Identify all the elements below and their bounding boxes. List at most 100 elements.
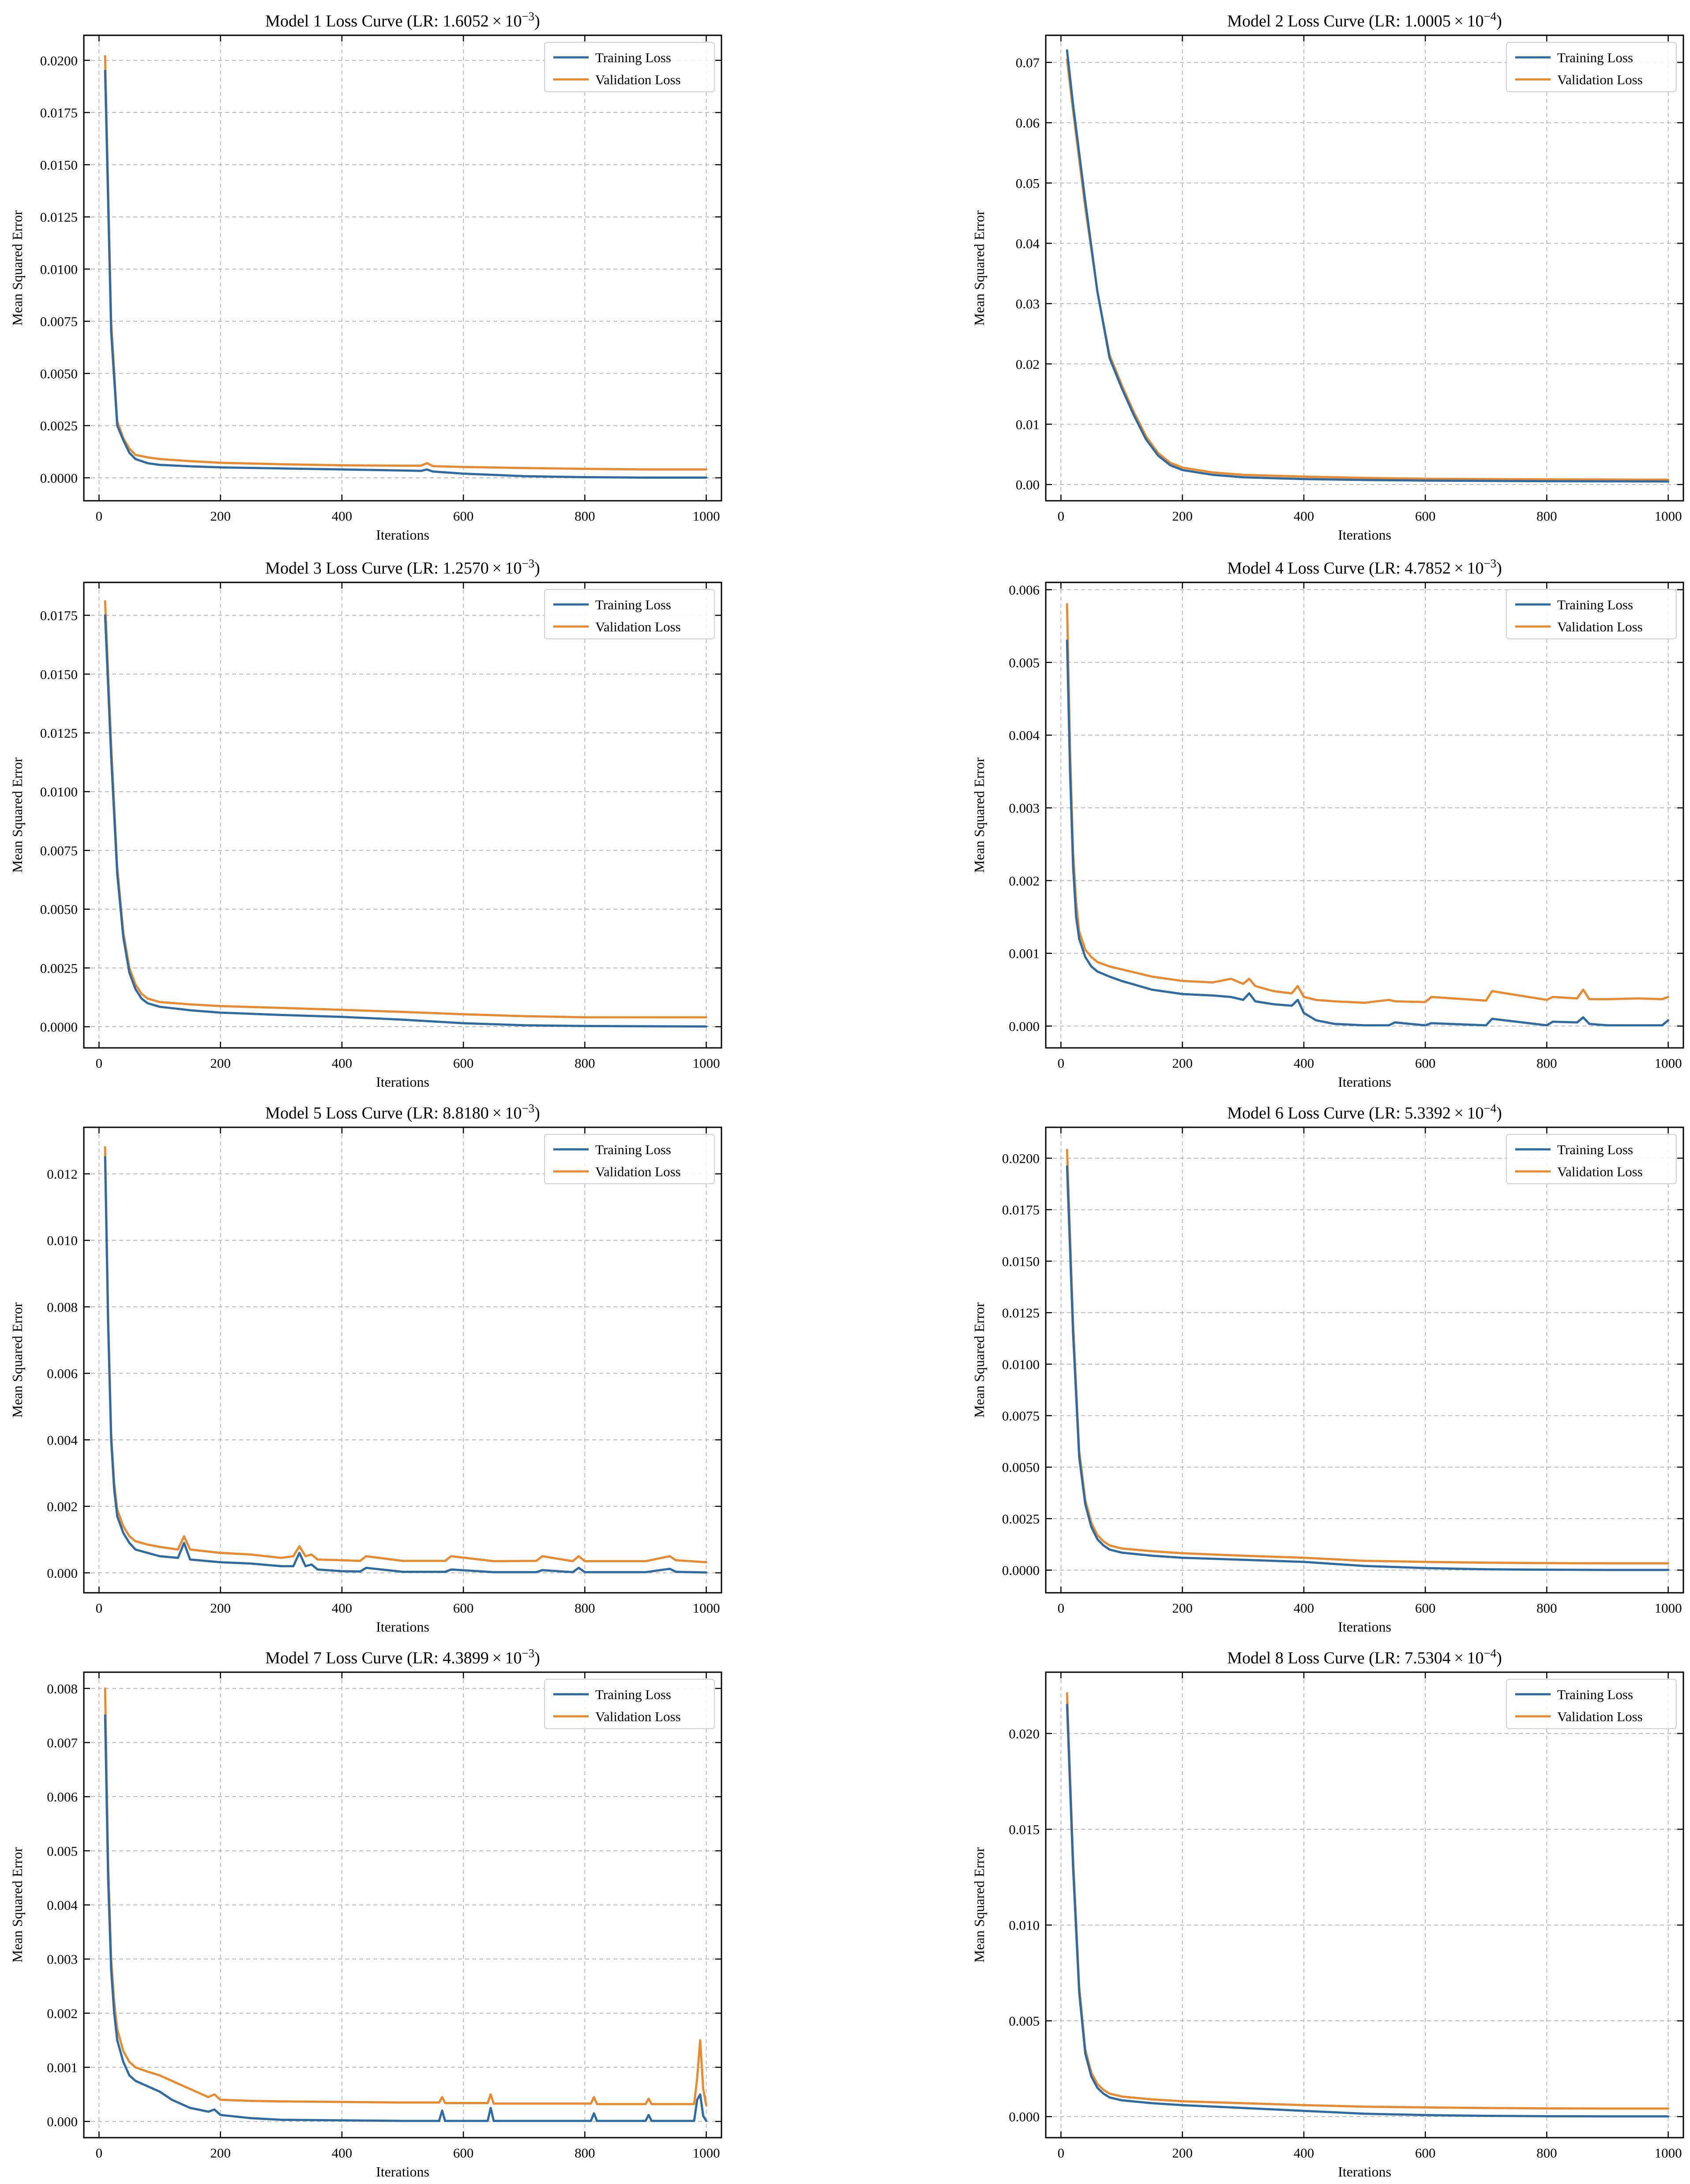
legend-entry-label: Validation Loss	[1557, 619, 1643, 634]
y-tick-label: 0.0075	[1002, 1408, 1040, 1424]
y-tick-label: 0.001	[47, 2060, 78, 2075]
y-tick-label: 0.000	[47, 1565, 78, 1581]
y-tick-label: 0.0150	[40, 157, 78, 173]
legend: Training Loss Validation Loss	[544, 42, 715, 92]
series-line-validation-loss	[1066, 603, 1670, 1004]
x-tick-label: 600	[1415, 2145, 1436, 2161]
y-tick-label: 0.006	[1009, 582, 1040, 597]
legend: Training Loss Validation Loss	[1506, 42, 1677, 92]
x-tick-label: 600	[453, 2145, 474, 2161]
x-tick-label: 200	[210, 1055, 231, 1071]
legend: Training Loss Validation Loss	[544, 589, 715, 639]
y-tick-label: 0.0025	[1002, 1511, 1040, 1527]
x-axis-label: Iterations	[1338, 527, 1391, 543]
x-tick-label: 0	[1058, 1055, 1065, 1071]
x-tick-label: 1000	[693, 508, 720, 524]
x-tick-label: 400	[1294, 508, 1314, 524]
y-tick-label: 0.000	[47, 2114, 78, 2129]
y-tick-label: 0.0000	[40, 470, 78, 486]
legend-entry-label: Training Loss	[595, 1142, 671, 1157]
x-tick-label: 200	[1172, 508, 1193, 524]
series-line-validation-loss	[104, 55, 708, 471]
y-tick-label: 0.005	[1009, 655, 1040, 670]
plot-frame	[1045, 34, 1684, 502]
y-tick-label: 0.0100	[1002, 1357, 1040, 1372]
y-tick-label: 0.003	[1009, 800, 1040, 816]
series-line-training-loss	[104, 69, 708, 479]
y-axis-label: Mean Squared Error	[971, 1302, 987, 1418]
series-line-validation-loss	[104, 1146, 708, 1564]
y-tick-label: 0.004	[1009, 728, 1040, 743]
y-tick-label: 0.0200	[40, 53, 78, 68]
x-tick-label: 800	[575, 1055, 595, 1071]
chart-panel-2: 0 200 400 600 800 1000 0.00 0.01 0.02 0.03 0.04 0.0…	[971, 10, 1684, 543]
y-axis-label: Mean Squared Error	[9, 758, 25, 873]
y-axis-label: Mean Squared Error	[971, 758, 987, 873]
y-tick-label: 0.000	[1009, 2109, 1040, 2124]
x-axis-label: Iterations	[376, 1619, 429, 1635]
y-tick-label: 0.0000	[40, 1019, 78, 1035]
x-axis-label: Iterations	[1338, 2164, 1391, 2180]
legend: Training Loss Validation Loss	[1506, 589, 1677, 639]
y-tick-label: 0.003	[47, 1951, 78, 1967]
series-line-validation-loss	[1066, 1692, 1670, 2110]
y-tick-label: 0.006	[47, 1789, 78, 1805]
chart-title: Model 4 Loss Curve (LR: 4.7852 × 10−3)	[1227, 557, 1502, 578]
x-tick-label: 0	[96, 1600, 103, 1616]
series-line-training-loss	[104, 1714, 708, 2122]
y-tick-label: 0.0050	[40, 902, 78, 917]
chart-title: Model 5 Loss Curve (LR: 8.8180 × 10−3)	[265, 1102, 540, 1122]
x-tick-label: 1000	[1655, 1600, 1682, 1616]
x-tick-label: 0	[1058, 2145, 1065, 2161]
x-tick-label: 400	[1294, 1600, 1314, 1616]
legend-entry-label: Training Loss	[595, 50, 671, 65]
y-tick-label: 0.0150	[1002, 1253, 1040, 1269]
y-tick-label: 0.0050	[1002, 1460, 1040, 1475]
chart-panel-1: 0 200 400 600 800 1000 0.0000 0.0025 0.0050 0.007…	[9, 10, 722, 543]
x-tick-label: 200	[1172, 2145, 1193, 2161]
legend-entry-label: Training Loss	[1557, 50, 1633, 65]
series-line-training-loss	[104, 1156, 708, 1574]
y-tick-label: 0.01	[1016, 417, 1040, 432]
x-tick-label: 1000	[693, 1055, 720, 1071]
chart-title: Model 2 Loss Curve (LR: 1.0005 × 10−4)	[1227, 10, 1502, 30]
y-tick-label: 0.05	[1016, 176, 1040, 191]
x-tick-label: 0	[1058, 1600, 1065, 1616]
x-tick-label: 400	[1294, 2145, 1314, 2161]
y-tick-label: 0.0050	[40, 366, 78, 381]
plot-frame	[1045, 1671, 1684, 2139]
x-tick-label: 600	[1415, 508, 1436, 524]
y-tick-label: 0.002	[47, 2006, 78, 2021]
legend: Training Loss Validation Loss	[544, 1134, 715, 1184]
x-tick-label: 1000	[1655, 508, 1682, 524]
legend-entry-label: Training Loss	[595, 1687, 671, 1702]
plot-frame	[83, 34, 722, 502]
y-tick-label: 0.0175	[1002, 1202, 1040, 1218]
legend-entry-label: Validation Loss	[1557, 72, 1643, 87]
y-axis-label: Mean Squared Error	[9, 1302, 25, 1418]
y-tick-label: 0.006	[47, 1366, 78, 1381]
y-tick-label: 0.0075	[40, 843, 78, 858]
x-tick-label: 400	[332, 508, 353, 524]
y-tick-label: 0.005	[47, 1843, 78, 1859]
legend-entry-label: Validation Loss	[595, 1164, 681, 1179]
y-tick-label: 0.008	[47, 1299, 78, 1315]
x-tick-label: 400	[332, 1055, 353, 1071]
y-tick-label: 0.0175	[40, 608, 78, 623]
y-tick-label: 0.02	[1016, 356, 1040, 372]
x-tick-label: 600	[453, 1055, 474, 1071]
y-tick-label: 0.008	[47, 1681, 78, 1696]
x-tick-label: 600	[453, 508, 474, 524]
x-tick-label: 800	[575, 508, 595, 524]
y-tick-label: 0.012	[47, 1167, 78, 1182]
y-tick-label: 0.0100	[40, 784, 78, 799]
plot-frame	[83, 1126, 722, 1594]
x-tick-label: 200	[210, 508, 231, 524]
y-tick-label: 0.004	[47, 1432, 78, 1448]
x-axis-label: Iterations	[376, 2164, 429, 2180]
x-tick-label: 0	[96, 508, 103, 524]
x-tick-label: 200	[1172, 1055, 1193, 1071]
plot-frame	[83, 582, 722, 1049]
x-tick-label: 1000	[1655, 2145, 1682, 2161]
